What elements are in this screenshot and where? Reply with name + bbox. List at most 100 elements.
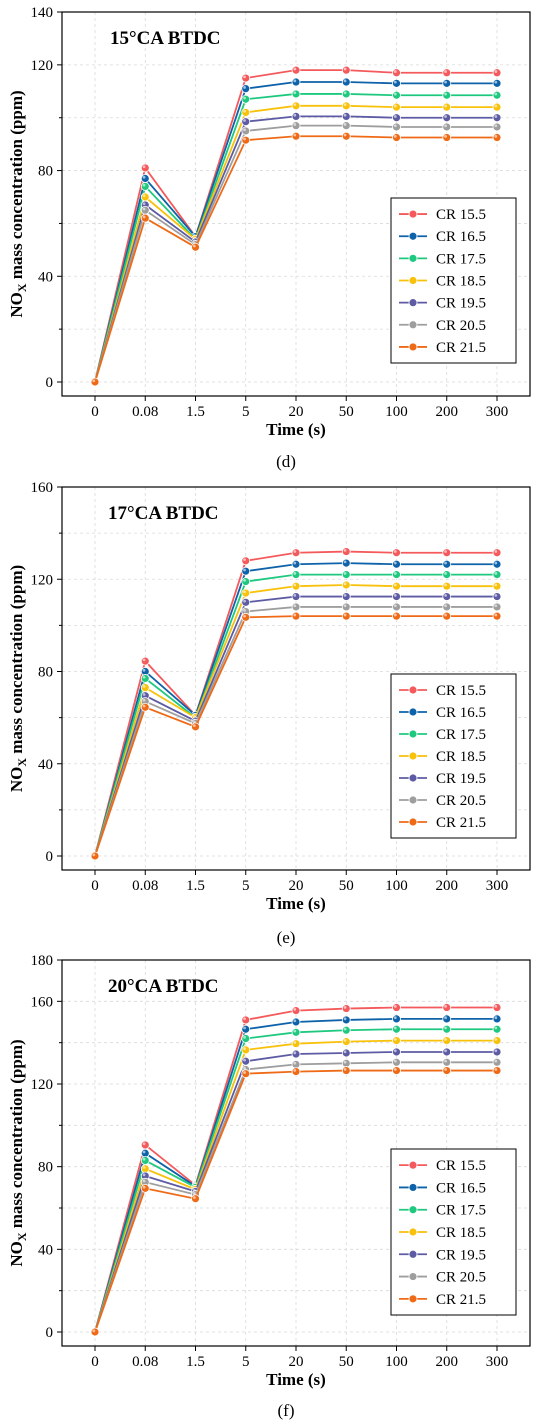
data-point-highlight (243, 568, 246, 572)
data-point (492, 581, 502, 591)
series-CR-21_5 (90, 1066, 502, 1337)
data-point-highlight (444, 550, 447, 553)
legend-entry: CR 21.5 (436, 815, 486, 831)
data-point-highlight (494, 92, 498, 96)
data-point (442, 78, 452, 88)
data-point (291, 1006, 301, 1016)
x-tick-label: 200 (436, 878, 459, 894)
y-tick-label: 40 (38, 1242, 53, 1258)
x-tick-label: 1.5 (186, 404, 205, 420)
x-tick-label: 200 (436, 1354, 459, 1370)
y-tick-label: 40 (38, 269, 53, 285)
data-point (392, 602, 401, 612)
legend: CR 15.5 CR 16.5 CR 17.5 CR 18.5 CR 19.5 CR 20… (390, 673, 517, 839)
data-point-highlight (243, 599, 246, 603)
data-point-highlight (243, 86, 246, 89)
data-point-highlight (444, 92, 447, 96)
data-point (392, 1057, 401, 1067)
y-axis-label: NOX mass concentration (ppm) (7, 1039, 29, 1266)
y-tick-label: 120 (31, 58, 54, 74)
data-point-highlight (393, 593, 397, 597)
x-tick-label: 0 (91, 1354, 99, 1370)
data-point (291, 1017, 301, 1027)
data-point-highlight (393, 124, 397, 128)
data-point-highlight (343, 1060, 347, 1064)
chart-panel-3: 0 40 80 120 160 180 0 0.08 1.5 5 20 50 100 200 300 Time… (7, 953, 531, 1420)
data-point-highlight (393, 70, 397, 73)
data-point (291, 131, 301, 141)
data-point-highlight (494, 1026, 498, 1030)
y-tick-label: 180 (31, 953, 54, 969)
data-point (291, 1067, 301, 1076)
legend-marker (408, 685, 418, 695)
data-point (241, 1045, 251, 1055)
data-point-highlight (142, 1185, 146, 1189)
data-point (241, 612, 251, 622)
data-point-highlight (192, 1191, 196, 1195)
data-point-highlight (444, 1004, 447, 1008)
data-point-highlight (343, 79, 347, 83)
data-point (140, 205, 150, 215)
data-point (442, 68, 452, 78)
data-point-highlight (444, 70, 447, 73)
data-point-highlight (494, 1059, 498, 1063)
data-point-highlight (444, 1049, 447, 1053)
data-point-highlight (393, 561, 397, 565)
data-point-highlight (343, 1027, 347, 1031)
y-tick-label: 0 (46, 375, 54, 391)
data-point (442, 570, 452, 580)
data-point (140, 674, 150, 683)
chart-title: 20°CA BTDC (108, 976, 219, 997)
legend-marker (408, 253, 418, 263)
data-point-highlight (444, 583, 447, 587)
data-point-highlight (142, 698, 146, 702)
data-point-highlight (293, 1019, 297, 1023)
data-point-highlight (393, 134, 397, 138)
data-point-highlight (444, 1067, 447, 1071)
x-tick-label: 0.08 (132, 1354, 158, 1370)
data-point (341, 1048, 351, 1058)
x-tick-label: 20 (289, 1354, 304, 1370)
data-point-highlight (92, 853, 96, 857)
data-point-highlight (343, 593, 347, 597)
data-point-highlight (243, 128, 246, 132)
data-point-highlight (393, 583, 397, 587)
data-point-highlight (92, 1329, 96, 1333)
data-point (442, 113, 452, 123)
data-point-highlight (142, 675, 146, 679)
panel-label: (e) (277, 928, 296, 947)
data-point-highlight (494, 583, 498, 587)
data-point-highlight (293, 91, 297, 95)
data-point-highlight (494, 70, 498, 73)
x-tick-label: 100 (385, 404, 408, 420)
data-point-highlight (293, 1069, 297, 1072)
data-point-highlight (343, 1050, 347, 1054)
data-point-highlight (494, 104, 498, 108)
data-point (191, 1194, 200, 1204)
data-point (140, 213, 150, 223)
data-point (442, 122, 452, 132)
data-point-highlight (343, 133, 347, 137)
data-point (442, 90, 452, 100)
data-point-highlight (494, 134, 498, 138)
data-point-highlight (243, 1071, 246, 1074)
data-point (392, 133, 401, 142)
data-point (291, 592, 301, 601)
data-point-highlight (494, 1016, 498, 1020)
legend-marker (408, 342, 418, 352)
data-point-highlight (293, 604, 297, 608)
data-point (492, 1066, 502, 1075)
x-tick-label: 1.5 (186, 1354, 205, 1370)
x-tick-label: 50 (339, 404, 354, 420)
data-point (492, 1057, 502, 1067)
data-point (291, 570, 301, 580)
data-point-highlight (142, 175, 146, 179)
data-point (140, 1156, 150, 1165)
chart-title: 15°CA BTDC (110, 28, 221, 49)
data-point-highlight (243, 96, 246, 100)
data-point (90, 377, 100, 387)
data-point (241, 1024, 251, 1034)
data-point-highlight (293, 133, 297, 137)
data-point-highlight (293, 123, 297, 126)
data-point (392, 1066, 401, 1075)
